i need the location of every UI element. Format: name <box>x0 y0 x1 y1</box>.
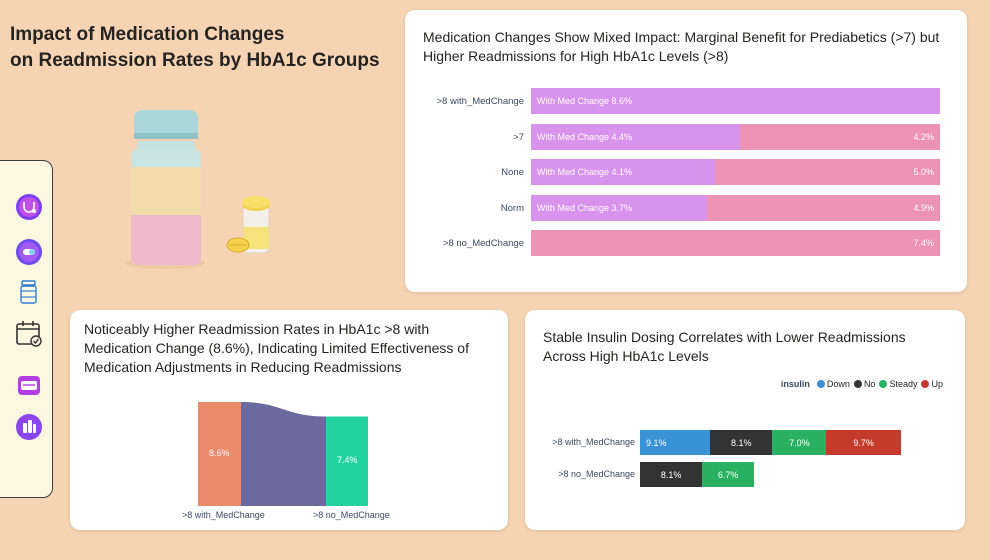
insulin-down-segment[interactable]: 9.1% <box>640 430 711 455</box>
legend-item[interactable]: Steady <box>879 379 917 389</box>
with-med-change-bar[interactable]: With Med Change 4.1% <box>531 159 716 185</box>
insulin-steady-segment[interactable]: 7.0% <box>772 430 827 455</box>
capsule-icon[interactable] <box>15 238 43 266</box>
legend-label: No <box>863 379 876 389</box>
bar-category-label: >8 with_MedChange <box>436 96 524 107</box>
card2-ribbon-chart <box>198 402 368 506</box>
with-med-change-value: 8.6% <box>209 448 230 458</box>
legend-dot-icon <box>853 380 862 388</box>
with-med-change-node[interactable] <box>198 402 241 506</box>
insulin-legend: insulin Down No Steady Up <box>781 379 943 389</box>
legend-dot-icon <box>879 380 888 388</box>
bar-category-label: None <box>501 167 524 178</box>
legend-title: insulin <box>780 379 810 389</box>
medicine-box-icon[interactable] <box>15 371 43 399</box>
bar-category-label: >8 no_MedChange <box>442 238 524 249</box>
bar-category-label: >7 <box>513 131 524 143</box>
card3-title: Stable Insulin Dosing Correlates with Lo… <box>543 329 906 364</box>
sidebar <box>0 160 53 498</box>
with-med-change-axis-label: >8 with_MedChange <box>182 510 265 520</box>
legend-dot-icon <box>816 380 825 388</box>
legend-item[interactable]: Down <box>816 379 850 389</box>
legend-dot-icon <box>921 380 930 388</box>
bar-category-label: Norm <box>500 202 524 214</box>
legend-label: Down <box>826 379 850 389</box>
card1-title: Medication Changes Show Mixed Impact: Ma… <box>423 29 940 64</box>
legend-item[interactable]: No <box>853 379 876 389</box>
readmission-ribbon-chart-card: Noticeably Higher Readmission Rates in H… <box>70 310 508 530</box>
stack-category-label: >8 no_MedChange <box>558 469 635 479</box>
insulin-no-segment[interactable]: 8.1% <box>710 430 773 455</box>
no-med-change-bar[interactable]: 4.2% <box>740 123 940 150</box>
no-med-change-bar[interactable]: 7.4% <box>531 230 940 256</box>
with-med-change-bar[interactable]: With Med Change 4.4% <box>531 123 741 150</box>
stethoscope-icon[interactable] <box>15 193 43 221</box>
page-title-line2: on Readmission Rates by HbA1c Groups <box>10 50 380 71</box>
card2-title: Noticeably Higher Readmission Rates in H… <box>84 321 469 375</box>
insulin-up-segment[interactable]: 9.7% <box>826 430 902 455</box>
no-med-change-bar[interactable]: 4.9% <box>706 194 940 221</box>
no-med-change-axis-label: >8 no_MedChange <box>313 510 390 520</box>
legend-label: Up <box>931 379 943 389</box>
insulin-steady-segment[interactable]: 6.7% <box>702 462 754 487</box>
ribbon-link[interactable] <box>241 402 326 506</box>
medication-change-chart-card: Medication Changes Show Mixed Impact: Ma… <box>405 10 967 292</box>
insulin-no-segment[interactable]: 8.1% <box>640 462 703 487</box>
legend-label: Steady <box>889 379 918 389</box>
no-med-change-bar[interactable]: 5.0% <box>715 159 940 185</box>
legend-item[interactable]: Up <box>921 379 943 389</box>
page-title-line1: Impact of Medication Changes <box>10 24 285 45</box>
pill-bottle-icon[interactable] <box>15 278 43 306</box>
no-med-change-value: 7.4% <box>337 455 358 466</box>
hospital-icon[interactable] <box>15 413 43 441</box>
insulin-stacked-chart-card: Stable Insulin Dosing Correlates with Lo… <box>525 310 965 530</box>
with-med-change-bar[interactable]: With Med Change 3.7% <box>531 194 707 221</box>
stack-category-label: >8 with_MedChange <box>552 437 635 447</box>
medicine-bottle-illustration <box>125 110 270 269</box>
calendar-check-icon[interactable] <box>15 319 43 347</box>
page-title: Impact of Medication Changes on Readmiss… <box>10 22 390 74</box>
with-med-change-bar[interactable]: With Med Change 8.6% <box>531 88 940 114</box>
no-med-change-node[interactable] <box>326 416 368 506</box>
